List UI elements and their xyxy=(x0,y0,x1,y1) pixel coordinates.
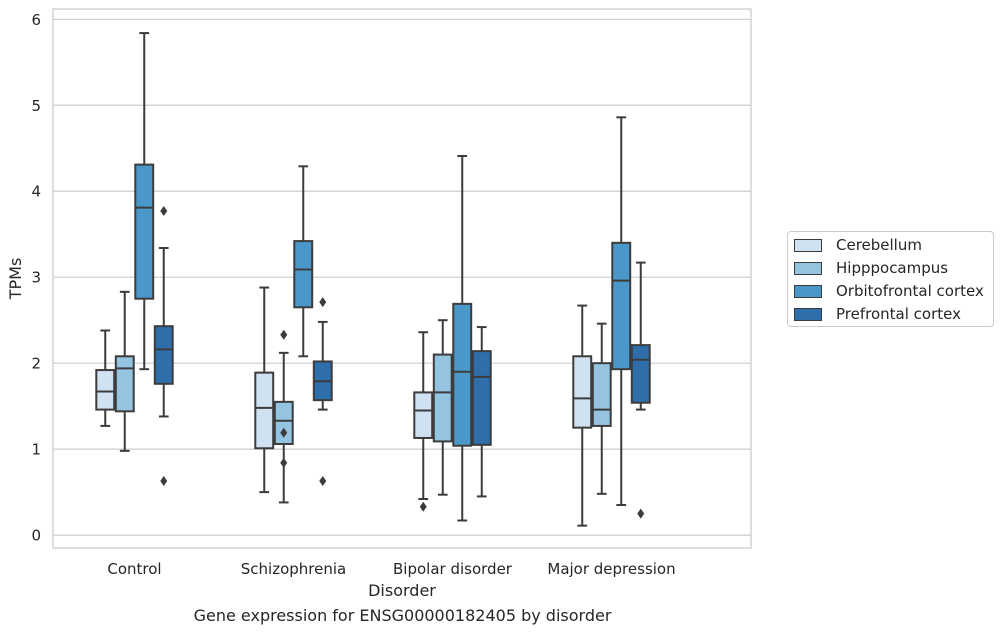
box-iqr xyxy=(273,400,294,445)
box-series xyxy=(95,32,651,527)
box-prefrontal-cortex-schizophrenia xyxy=(312,297,333,486)
y-tick-label: 3 xyxy=(31,269,41,287)
box-cerebellum-major-depression xyxy=(572,304,593,527)
outlier-point xyxy=(160,206,168,217)
box-orbitofrontal-cortex-major-depression xyxy=(611,116,632,507)
y-tick-label: 1 xyxy=(31,441,41,459)
box-orbitofrontal-cortex-control xyxy=(134,32,155,371)
legend-item-cerebellum: Cerebellum xyxy=(794,235,922,255)
legend: Cerebellum Hipppocampus Orbitofrontal co… xyxy=(787,231,994,327)
box-orbitofrontal-cortex-schizophrenia xyxy=(293,165,314,358)
series-cerebellum xyxy=(95,286,593,527)
figure-caption: Gene expression for ENSG00000182405 by d… xyxy=(193,606,612,625)
y-axis-label: TPMs xyxy=(6,258,25,301)
outlier-point xyxy=(160,475,168,486)
box-iqr xyxy=(153,325,174,385)
outlier-point xyxy=(319,475,327,486)
box-prefrontal-cortex-control xyxy=(153,206,174,486)
box-hipppocampus-bipolar-disorder xyxy=(432,319,453,496)
series-hipppocampus xyxy=(114,290,612,504)
y-tick-label: 4 xyxy=(31,183,41,201)
legend-label-hippocampus: Hipppocampus xyxy=(836,259,949,277)
legend-swatch-cerebellum xyxy=(794,238,822,252)
y-axis-ticks: 0 1 2 3 4 5 6 xyxy=(31,11,41,545)
series-orbitofrontal-cortex xyxy=(134,32,632,522)
outlier-point xyxy=(280,427,288,438)
plot-area-frame xyxy=(52,8,752,549)
x-tick-label-major-depression: Major depression xyxy=(547,560,675,578)
x-axis-ticks: Control Schizophrenia Bipolar disorder Majo… xyxy=(107,560,675,578)
series-prefrontal-cortex xyxy=(153,206,651,519)
legend-label-cerebellum: Cerebellum xyxy=(836,236,922,254)
box-iqr xyxy=(114,355,135,413)
legend-label-prefrontal: Prefrontal cortex xyxy=(836,305,961,323)
gridlines xyxy=(53,18,751,536)
legend-swatch-orbitofrontal xyxy=(794,284,822,298)
x-tick-label-control: Control xyxy=(107,560,161,578)
box-iqr xyxy=(432,353,453,443)
y-tick-label: 2 xyxy=(31,355,41,373)
box-iqr xyxy=(293,240,314,309)
box-cerebellum-control xyxy=(95,329,116,427)
outlier-point xyxy=(280,329,288,340)
legend-label-orbitofrontal: Orbitofrontal cortex xyxy=(836,282,984,300)
box-iqr xyxy=(254,371,275,450)
outlier-point xyxy=(280,457,288,468)
legend-item-hippocampus: Hipppocampus xyxy=(794,258,948,278)
box-hipppocampus-schizophrenia xyxy=(273,329,294,504)
legend-swatch-prefrontal xyxy=(794,307,822,321)
box-iqr xyxy=(134,163,155,300)
x-axis-label: Disorder xyxy=(368,581,436,600)
legend-item-orbitofrontal: Orbitofrontal cortex xyxy=(794,281,984,301)
y-tick-label: 5 xyxy=(31,97,41,115)
x-tick-label-bipolar-disorder: Bipolar disorder xyxy=(393,560,513,578)
box-cerebellum-bipolar-disorder xyxy=(413,331,434,512)
box-iqr xyxy=(471,350,492,446)
outlier-point xyxy=(637,508,645,519)
legend-swatch-hippocampus xyxy=(794,261,822,275)
box-iqr xyxy=(95,369,116,411)
box-iqr xyxy=(630,344,651,404)
y-tick-label: 6 xyxy=(31,11,41,29)
box-prefrontal-cortex-major-depression xyxy=(630,261,651,519)
box-iqr xyxy=(611,241,632,371)
outlier-point xyxy=(419,501,427,512)
box-cerebellum-schizophrenia xyxy=(254,286,275,494)
box-orbitofrontal-cortex-bipolar-disorder xyxy=(452,155,473,522)
box-hipppocampus-major-depression xyxy=(591,322,612,495)
box-prefrontal-cortex-bipolar-disorder xyxy=(471,326,492,498)
box-iqr xyxy=(413,391,434,439)
box-iqr xyxy=(591,362,612,427)
x-tick-label-schizophrenia: Schizophrenia xyxy=(241,560,346,578)
y-tick-label: 0 xyxy=(31,527,41,545)
box-iqr xyxy=(452,302,473,447)
box-iqr xyxy=(572,355,593,429)
box-hipppocampus-control xyxy=(114,290,135,452)
outlier-point xyxy=(319,297,327,308)
legend-item-prefrontal: Prefrontal cortex xyxy=(794,304,961,324)
